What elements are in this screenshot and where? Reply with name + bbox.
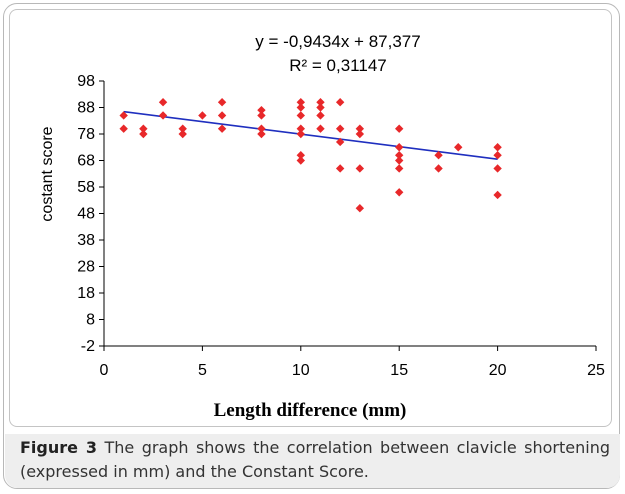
data-point-marker bbox=[395, 188, 404, 197]
data-point-marker bbox=[257, 105, 266, 115]
y-tick-label: -2 bbox=[81, 338, 95, 355]
data-point-marker bbox=[316, 103, 325, 112]
y-tick-label: 88 bbox=[77, 100, 95, 117]
y-tick-label: 58 bbox=[77, 179, 95, 196]
data-point-marker bbox=[355, 124, 365, 133]
data-point-marker bbox=[296, 98, 305, 107]
r-squared-label: R² = 0,31147 bbox=[289, 56, 387, 75]
data-point-marker bbox=[335, 137, 345, 147]
data-point-marker bbox=[296, 124, 305, 133]
x-tick-label: 0 bbox=[100, 362, 109, 379]
data-point-marker bbox=[434, 151, 443, 160]
scatter-chart: y = -0,9434x + 87,377 R² = 0,31147 costa… bbox=[39, 32, 605, 421]
y-tick-label: 38 bbox=[77, 232, 95, 249]
data-point-marker bbox=[158, 98, 168, 107]
x-tick-label: 20 bbox=[489, 362, 507, 379]
y-tick-label: 48 bbox=[77, 206, 95, 223]
caption-text: The graph shows the correlation between … bbox=[20, 438, 611, 481]
trendline-equation: y = -0,9434x + 87,377 bbox=[255, 32, 420, 51]
data-point-marker bbox=[139, 124, 148, 133]
data-point-marker bbox=[493, 190, 502, 200]
data-point-marker bbox=[335, 164, 345, 173]
data-point-marker bbox=[316, 98, 325, 107]
data-point-marker bbox=[257, 129, 266, 139]
data-point-marker bbox=[178, 129, 187, 139]
trendline bbox=[123, 110, 498, 160]
x-tick-label: 10 bbox=[292, 362, 310, 379]
data-point-marker bbox=[296, 151, 305, 160]
caption-label: Figure 3 bbox=[20, 438, 98, 457]
x-tick-label: 5 bbox=[198, 362, 207, 379]
trendline-line bbox=[123, 110, 498, 160]
x-axis-label: Length difference (mm) bbox=[214, 400, 407, 421]
data-point-marker bbox=[355, 204, 365, 213]
data-point-marker bbox=[316, 124, 325, 133]
data-point-marker bbox=[335, 124, 345, 133]
tick-labels: 98 88 78 68 58 48 38 28 18 8 -2 0 5 10 15 20 25 bbox=[77, 73, 605, 379]
data-point-marker bbox=[355, 164, 365, 173]
x-tick-label: 25 bbox=[587, 362, 605, 379]
data-point-marker bbox=[316, 111, 325, 120]
data-point-marker bbox=[257, 111, 266, 120]
data-point-marker bbox=[395, 124, 404, 133]
data-point-marker bbox=[178, 124, 187, 133]
y-tick-label: 98 bbox=[77, 73, 95, 90]
data-point-marker bbox=[493, 143, 502, 152]
x-tick-label: 15 bbox=[390, 362, 408, 379]
caption-background bbox=[5, 434, 620, 488]
data-point-marker bbox=[217, 124, 227, 133]
data-point-marker bbox=[395, 164, 404, 173]
data-point-marker bbox=[493, 164, 502, 173]
data-point-marker bbox=[296, 156, 305, 165]
data-point-marker bbox=[395, 151, 404, 160]
y-tick-label: 78 bbox=[77, 126, 95, 143]
data-point-marker bbox=[296, 103, 305, 112]
data-point-marker bbox=[434, 164, 443, 173]
y-axis-label: costant score bbox=[39, 126, 56, 221]
data-point-marker bbox=[355, 129, 365, 139]
axes bbox=[99, 80, 597, 351]
y-tick-label: 18 bbox=[77, 285, 95, 302]
data-point-marker bbox=[395, 156, 404, 165]
data-point-marker bbox=[296, 111, 305, 120]
data-point-marker bbox=[139, 129, 148, 139]
data-point-marker bbox=[119, 111, 128, 120]
data-points bbox=[119, 98, 502, 213]
data-point-marker bbox=[217, 98, 227, 107]
data-point-marker bbox=[217, 111, 227, 120]
data-point-marker bbox=[198, 111, 207, 120]
chart-frame bbox=[9, 9, 612, 427]
data-point-marker bbox=[454, 143, 463, 152]
data-point-marker bbox=[158, 111, 168, 120]
y-tick-label: 8 bbox=[86, 312, 95, 329]
data-point-marker bbox=[119, 124, 128, 133]
data-point-marker bbox=[395, 143, 404, 152]
data-point-marker bbox=[257, 124, 266, 133]
y-tick-label: 28 bbox=[77, 259, 95, 276]
data-point-marker bbox=[335, 98, 345, 107]
y-tick-label: 68 bbox=[77, 153, 95, 170]
data-point-marker bbox=[296, 129, 305, 139]
figure-caption: Figure 3 The graph shows the correlation… bbox=[20, 436, 610, 484]
data-point-marker bbox=[493, 151, 502, 160]
